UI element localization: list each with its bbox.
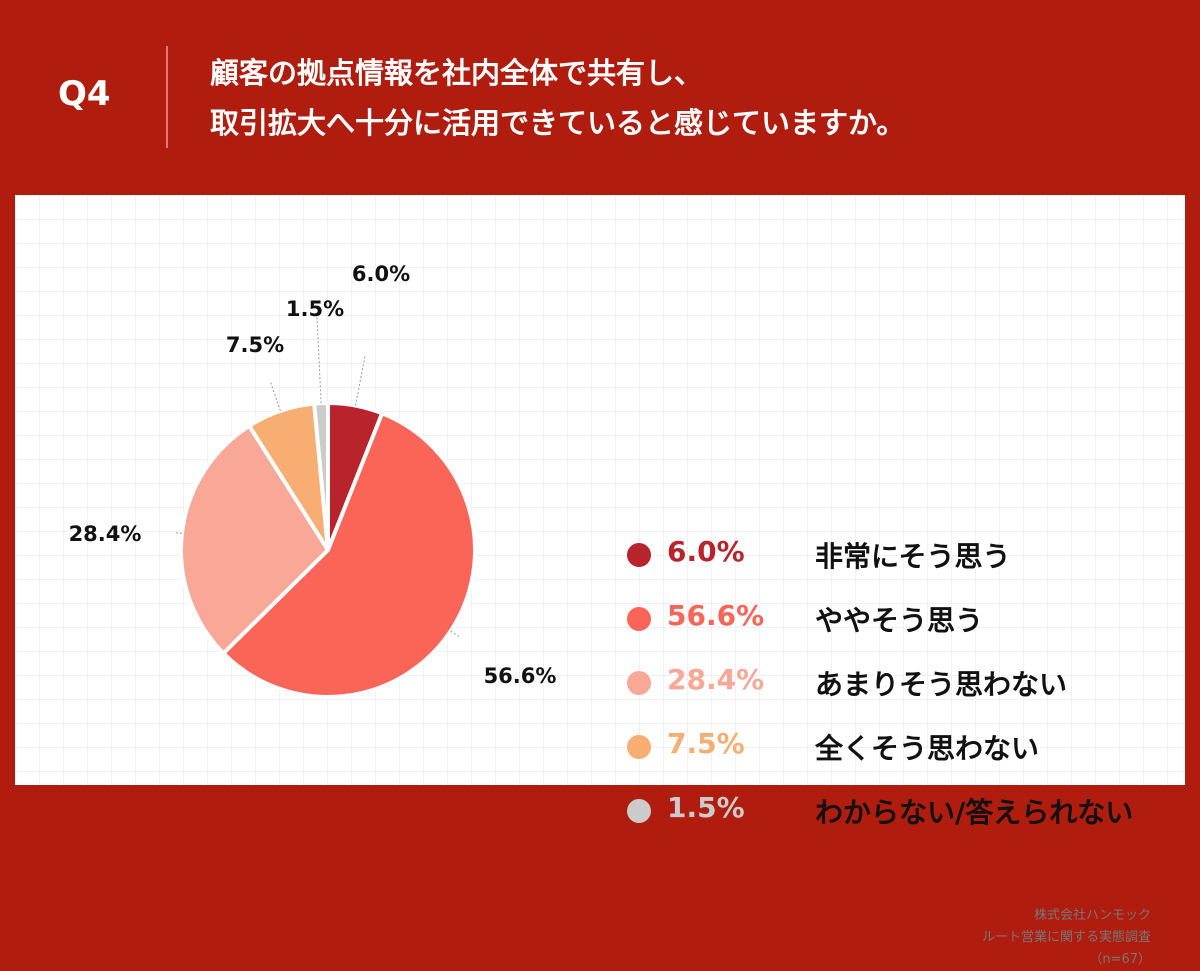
- pie-slice: [221, 411, 477, 699]
- legend-percentage: 6.0%: [667, 535, 745, 568]
- source-survey: ルート営業に関する実態調査: [981, 930, 1151, 945]
- legend-label: 全くそう思わない: [815, 732, 1040, 765]
- legend-label: 非常にそう思う: [815, 540, 1011, 573]
- question-line-2: 取引拡大へ十分に活用できていると感じていますか。: [210, 106, 906, 140]
- legend-label: わからない/答えられない: [815, 796, 1134, 829]
- source-sample-size: （n=67）: [1089, 952, 1151, 967]
- leader-line: [450, 630, 460, 638]
- legend-swatch: [627, 735, 651, 759]
- leader-line: [355, 354, 366, 406]
- source-company: 株式会社ハンモック: [1033, 908, 1151, 923]
- pie-data-label: 6.0%: [352, 262, 410, 286]
- chart-panel: 6.0% 56.6% 28.4% 7.5% 1.5% 6.0% 非常にそう思う 56.6% や…: [15, 195, 1185, 967]
- pie-data-label: 7.5%: [226, 333, 284, 357]
- pie-data-label: 28.4%: [69, 522, 142, 546]
- pie-chart: 6.0% 56.6% 28.4% 7.5%1.5%: [69, 262, 557, 699]
- source-note: 株式会社ハンモック ルート営業に関する実態調査 （n=67）: [982, 905, 1151, 971]
- leader-line: [173, 532, 182, 534]
- legend-swatch: [627, 607, 651, 631]
- question-header: Q4 顧客の拠点情報を社内全体で共有し、 取引拡大へ十分に活用できていると感じて…: [0, 0, 1200, 195]
- question-text: 顧客の拠点情報を社内全体で共有し、 取引拡大へ十分に活用できていると感じています…: [210, 48, 1170, 148]
- legend-label: あまりそう思わない: [815, 668, 1068, 701]
- leader-line: [316, 313, 322, 404]
- legend-percentage: 1.5%: [667, 791, 745, 824]
- legend-swatch: [627, 543, 651, 567]
- header-divider: [166, 46, 168, 148]
- legend-percentage: 28.4%: [667, 663, 765, 696]
- question-number: Q4: [58, 74, 111, 114]
- legend-label: ややそう思う: [815, 604, 984, 637]
- leader-line: [270, 382, 281, 412]
- pie-data-label: 1.5%: [286, 297, 344, 321]
- legend-percentage: 7.5%: [667, 727, 745, 760]
- question-line-1: 顧客の拠点情報を社内全体で共有し、: [210, 56, 704, 90]
- legend-percentage: 56.6%: [667, 599, 765, 632]
- legend-swatch: [627, 671, 651, 695]
- pie-slice: [179, 423, 330, 656]
- legend-swatch: [627, 799, 651, 823]
- pie-data-label: 56.6%: [484, 664, 557, 688]
